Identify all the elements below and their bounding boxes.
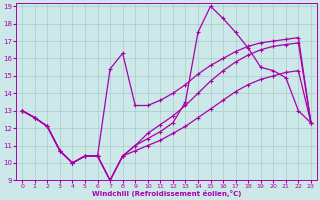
X-axis label: Windchill (Refroidissement éolien,°C): Windchill (Refroidissement éolien,°C)	[92, 190, 241, 197]
